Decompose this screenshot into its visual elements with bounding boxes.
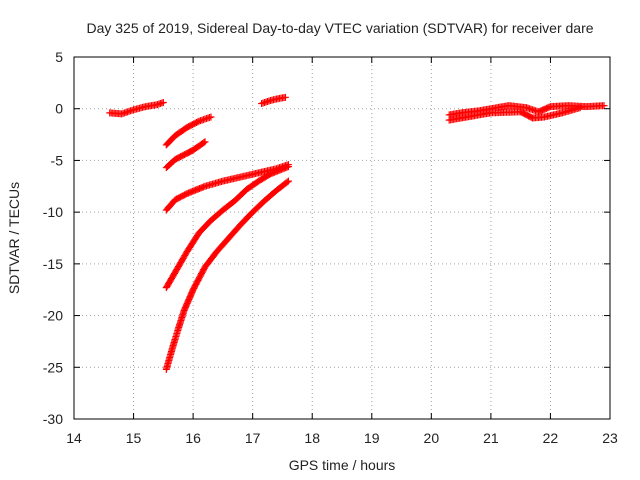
y-tick-label: -20 [43, 308, 63, 324]
data-point [284, 163, 292, 171]
data-points [106, 93, 608, 373]
x-tick-label: 17 [245, 430, 261, 446]
data-point [284, 177, 292, 185]
series-6 [162, 163, 292, 292]
y-tick-label: 5 [55, 49, 63, 65]
data-point [159, 99, 167, 107]
y-tick-label: -5 [51, 152, 64, 168]
x-tick-label: 15 [126, 430, 142, 446]
data-point [281, 93, 289, 101]
series-7 [162, 177, 292, 373]
y-tick-label: -10 [43, 204, 63, 220]
y-axis-label: SDTVAR / TECUs [6, 182, 22, 294]
series-3 [162, 138, 209, 172]
data-point [600, 102, 608, 110]
x-tick-label: 20 [424, 430, 440, 446]
y-tick-labels: 5 0 -5 -10 -15 -20 -25 -30 [43, 49, 63, 427]
series-2 [162, 113, 215, 149]
series-4 [258, 93, 289, 108]
y-tick-label: -15 [43, 256, 63, 272]
plot-frame [73, 56, 611, 420]
series-8 [445, 102, 608, 119]
x-tick-label: 18 [304, 430, 320, 446]
data-point [200, 139, 208, 147]
data-point [576, 104, 584, 112]
x-tick-label: 14 [66, 430, 82, 446]
data-point [207, 113, 215, 121]
y-tick-label: -25 [43, 359, 63, 375]
data-point [201, 138, 209, 146]
x-tick-label: 16 [185, 430, 201, 446]
x-tick-label: 21 [483, 430, 499, 446]
axis-ticks [73, 56, 611, 420]
series-1 [106, 99, 167, 118]
series-9 [445, 104, 584, 124]
x-tick-label: 19 [364, 430, 380, 446]
x-axis-label: GPS time / hours [289, 457, 396, 473]
data-point [283, 178, 291, 186]
y-tick-label: 0 [55, 101, 63, 117]
x-tick-labels: 14 15 16 17 18 19 20 21 22 23 [66, 430, 618, 446]
x-tick-label: 23 [602, 430, 618, 446]
chart-title: Day 325 of 2019, Sidereal Day-to-day VTE… [86, 20, 593, 36]
y-tick-label: -30 [43, 411, 63, 427]
x-tick-label: 22 [543, 430, 559, 446]
